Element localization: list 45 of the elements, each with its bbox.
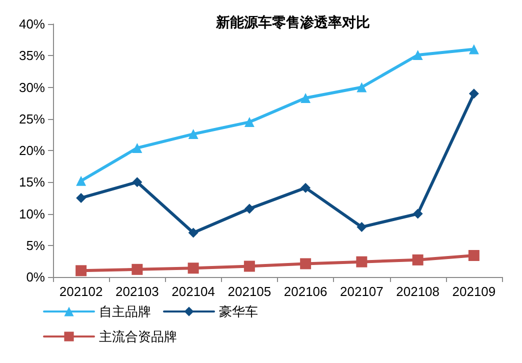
point xyxy=(300,182,311,193)
chart-title: 新能源车零售渗透率对比 xyxy=(215,14,370,30)
y-tick-label: 25% xyxy=(18,111,46,126)
y-tick-label: 20% xyxy=(18,143,46,158)
y-tick-label: 30% xyxy=(18,80,46,95)
point xyxy=(132,177,142,188)
x-tick-label: 202103 xyxy=(115,284,159,299)
point xyxy=(356,222,367,232)
point xyxy=(356,256,368,268)
x-tick-label: 202107 xyxy=(340,284,384,299)
y-tick-label: 10% xyxy=(18,206,46,222)
y-tick-label: 35% xyxy=(18,48,46,64)
point xyxy=(356,82,367,92)
point xyxy=(300,93,311,104)
point xyxy=(412,254,424,266)
y-tick-label: 5% xyxy=(26,238,46,253)
point xyxy=(244,204,254,214)
point xyxy=(76,265,87,276)
point xyxy=(468,44,479,54)
legend-label: 自主品牌 xyxy=(99,304,151,319)
legend-label: 主流合资品牌 xyxy=(99,329,177,344)
x-tick-label: 202104 xyxy=(172,284,216,299)
x-tick-label: 202102 xyxy=(59,284,103,299)
point xyxy=(188,129,198,140)
point xyxy=(468,88,479,99)
point xyxy=(300,258,312,270)
x-tick-label: 202105 xyxy=(228,284,272,299)
point xyxy=(76,176,86,186)
point xyxy=(76,192,86,203)
y-tick-label: 40% xyxy=(18,16,46,32)
point xyxy=(132,142,142,153)
point xyxy=(468,250,480,261)
y-tick-label: 0% xyxy=(26,270,46,284)
y-tick-label: 15% xyxy=(18,174,46,190)
point xyxy=(244,260,255,272)
x-tick-label: 202109 xyxy=(452,284,496,299)
x-tick-label: 202106 xyxy=(284,284,328,299)
point xyxy=(132,264,143,275)
point xyxy=(244,117,254,128)
point xyxy=(412,50,423,60)
legend-label: 豪华车 xyxy=(219,304,258,319)
x-tick-label: 202108 xyxy=(396,284,440,299)
point xyxy=(188,262,199,274)
point xyxy=(412,208,423,219)
point xyxy=(188,228,198,238)
